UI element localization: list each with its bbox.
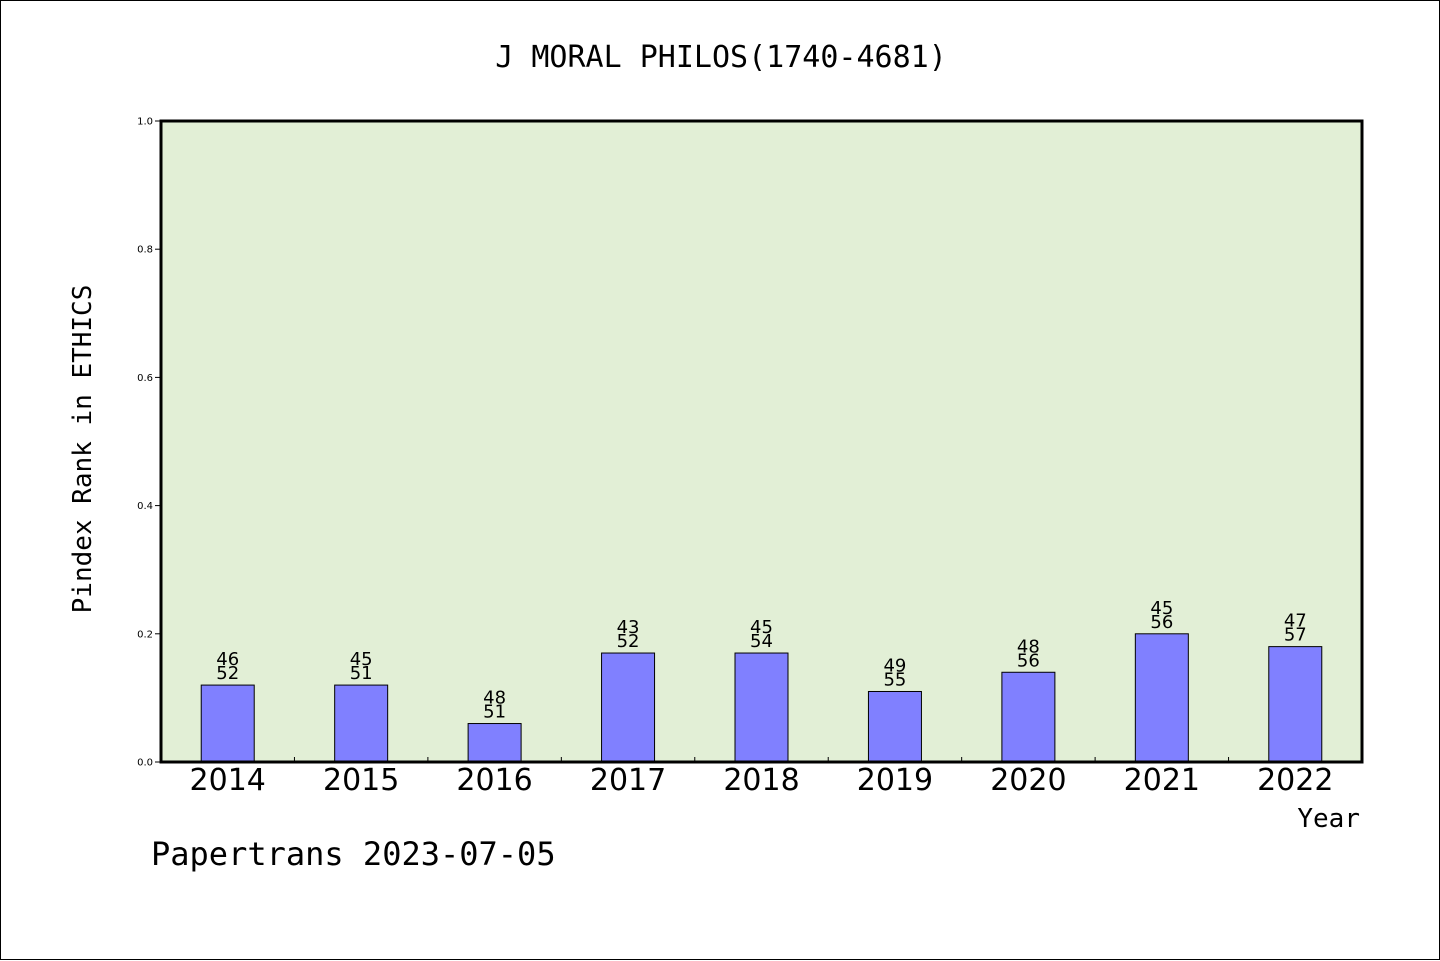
y-axis: 0.0 0.2 0.4 0.6 0.8 1.0 — [137, 117, 161, 769]
x-tick-label-2015: 2015 — [323, 763, 399, 798]
bars-group — [200, 633, 1323, 763]
bar-label-2014-1: 46 — [216, 649, 239, 670]
bar-label-2022-2: 57 — [1284, 625, 1307, 646]
x-tick-label-2017: 2017 — [590, 763, 666, 798]
bar-2022 — [1268, 646, 1323, 763]
y-tick-label-0: 0.0 — [137, 758, 153, 769]
bar-2018 — [734, 652, 789, 763]
y-axis-label: Pindex Rank in ETHICS — [68, 285, 98, 614]
bar-label-2015-1: 45 — [350, 649, 373, 670]
bar-2014 — [200, 684, 255, 763]
y-tick-label-4: 0.8 — [137, 245, 153, 256]
bar-2019 — [867, 690, 922, 763]
y-tick-label-1: 0.2 — [137, 629, 153, 640]
bar-label-2021-1: 45 — [1150, 598, 1173, 619]
x-tick-label-2016: 2016 — [456, 763, 532, 798]
bar-label-2021-2: 56 — [1150, 612, 1173, 633]
bar-label-2017-1: 43 — [617, 617, 640, 638]
bar-2020 — [1001, 671, 1056, 763]
bar-label-2018-2: 54 — [750, 631, 773, 652]
chart-title: J MORAL PHILOS(1740-4681) — [495, 40, 947, 75]
bar-label-2020-1: 48 — [1017, 636, 1040, 657]
bar-2016 — [467, 723, 522, 763]
bar-2021 — [1134, 633, 1189, 763]
footer-credit: Papertrans 2023-07-05 — [151, 835, 556, 873]
bar-label-2018-1: 45 — [750, 617, 773, 638]
x-axis: 2014 2015 2016 2017 2018 2019 2020 2021 2022 — [190, 757, 1333, 798]
y-tick-label-5: 1.0 — [137, 117, 153, 128]
bar-2015 — [334, 684, 389, 763]
bar-label-2019-2: 55 — [883, 669, 906, 690]
x-tick-label-2014: 2014 — [190, 763, 266, 798]
y-tick-label-3: 0.6 — [137, 373, 153, 384]
x-axis-label: Year — [1297, 804, 1360, 834]
bar-label-2022-1: 47 — [1284, 611, 1307, 632]
x-tick-label-2022: 2022 — [1257, 763, 1333, 798]
plot-border — [159, 119, 1364, 764]
bar-label-2014-2: 52 — [216, 663, 239, 684]
x-tick-label-2020: 2020 — [990, 763, 1066, 798]
bar-label-2017-2: 52 — [617, 631, 640, 652]
x-tick-label-2021: 2021 — [1124, 763, 1200, 798]
bar-label-2016-2: 51 — [483, 702, 506, 723]
bar-label-2020-2: 56 — [1017, 650, 1040, 671]
bar-label-2016-1: 48 — [483, 688, 506, 709]
x-tick-label-2019: 2019 — [857, 763, 933, 798]
bar-label-2019-1: 49 — [883, 655, 906, 676]
y-tick-label-2: 0.4 — [137, 501, 153, 512]
x-tick-label-2018: 2018 — [723, 763, 799, 798]
bar-label-2015-2: 51 — [350, 663, 373, 684]
bar-2017 — [601, 652, 656, 763]
